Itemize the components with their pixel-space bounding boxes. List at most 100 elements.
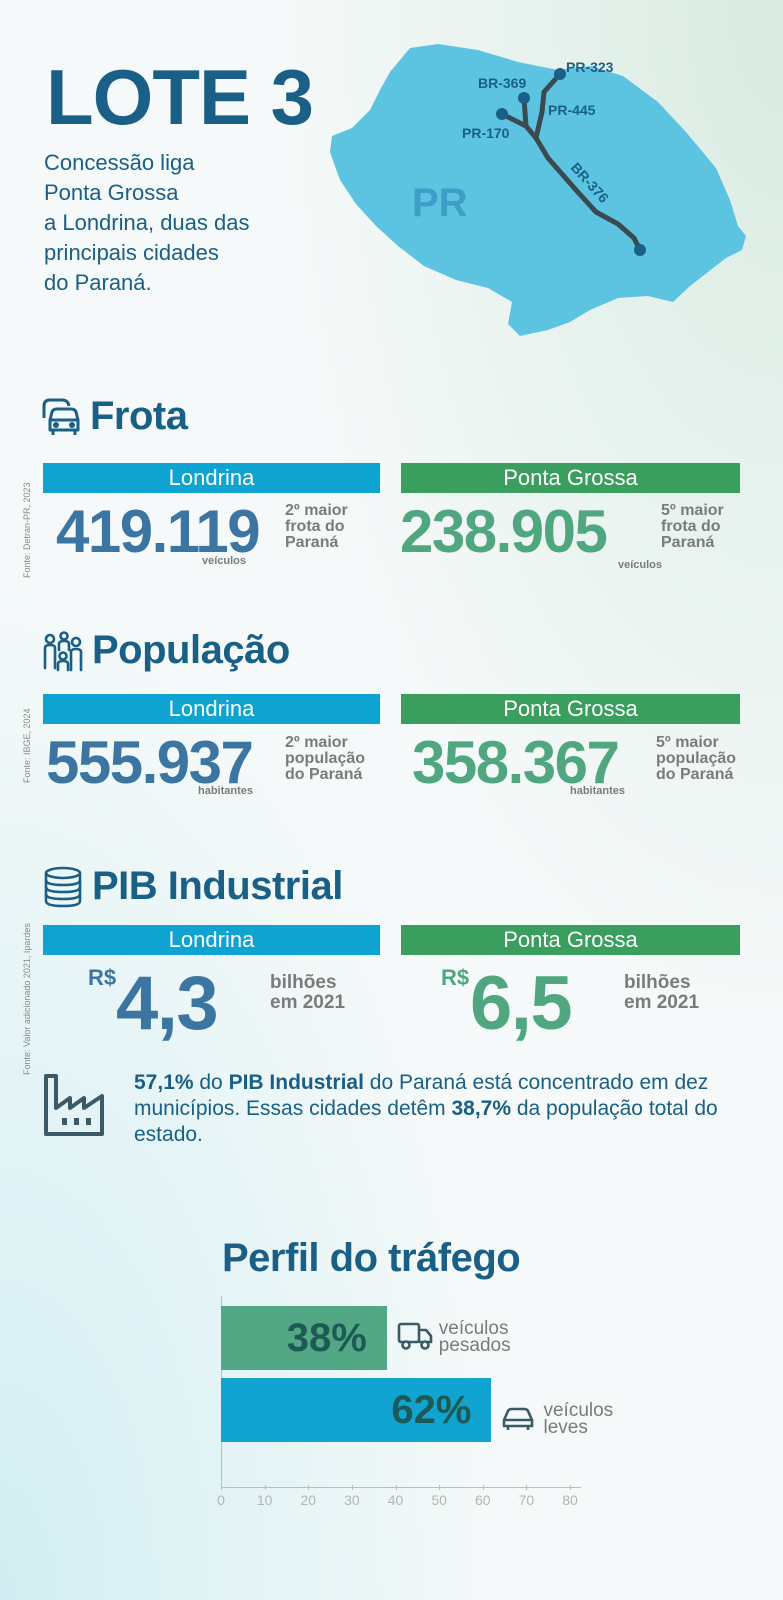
- pib-pg-unit: bilhões em 2021: [624, 973, 699, 1013]
- node-pr-323: [554, 68, 566, 80]
- rank-line: frota do: [661, 518, 721, 535]
- legend-line: veículos: [438, 1318, 509, 1339]
- intro-line: do Paraná.: [44, 270, 152, 295]
- road-br-376: [533, 135, 643, 253]
- frota-header: Frota: [40, 394, 188, 439]
- rank-line: 5º maior: [661, 502, 724, 519]
- pib-header: PIB Industrial: [42, 864, 343, 909]
- x-tick-mark: [439, 1485, 441, 1490]
- x-tick-label: 0: [217, 1492, 225, 1508]
- pib-pg-currency: R$: [441, 965, 470, 990]
- chart-x-axis: [221, 1487, 581, 1488]
- chart-y-axis: [221, 1296, 222, 1488]
- populacao-londrina-value: 555.937: [46, 729, 254, 796]
- parana-state-shape: [330, 44, 746, 336]
- unit-line: bilhões: [624, 972, 691, 993]
- rank-line: do Paraná: [285, 766, 363, 783]
- people-icon: [42, 630, 84, 672]
- state-label: PR: [412, 181, 468, 225]
- legend-line: leves: [543, 1417, 588, 1438]
- bar-light-label: 62%: [391, 1388, 472, 1432]
- traffic-title: Perfil do tráfego: [222, 1236, 521, 1280]
- populacao-header: População: [42, 628, 290, 673]
- note-text: do Paraná está concentrado em dez municí…: [134, 1071, 709, 1120]
- frota-pg-value: 238.905: [400, 498, 608, 565]
- intro-text: Concessão liga Ponta Grossa a Londrina, …: [44, 148, 314, 298]
- road-label: BR-369: [478, 75, 526, 91]
- note-highlight: PIB Industrial: [228, 1071, 364, 1094]
- x-tick-mark: [570, 1485, 571, 1490]
- pib-note: 57,1% do PIB Industrial do Paraná está c…: [134, 1070, 754, 1148]
- frota-title: Frota: [90, 394, 188, 438]
- intro-line: Concessão liga: [44, 150, 195, 175]
- node-br-376: [634, 244, 646, 256]
- x-tick-mark: [482, 1485, 484, 1490]
- x-tick-label: 70: [518, 1492, 535, 1508]
- populacao-title: População: [92, 628, 290, 672]
- pib-londrina-currency: R$: [88, 965, 117, 990]
- populacao-londrina-label: Londrina: [43, 694, 380, 724]
- page-title: LOTE 3: [46, 53, 314, 141]
- populacao-source: Fonte: IBGE, 2024: [22, 708, 32, 783]
- intro-line: principais cidades: [44, 240, 219, 265]
- populacao-pg-unit: habitantes: [570, 785, 626, 797]
- x-tick-label: 30: [344, 1492, 360, 1508]
- rank-line: do Paraná: [656, 766, 734, 783]
- road-pr-445: [533, 71, 563, 141]
- note-highlight: 38,7%: [451, 1097, 512, 1120]
- rank-line: Paraná: [661, 534, 715, 551]
- populacao-pg-label: Ponta Grossa: [401, 694, 740, 724]
- bar-light-vehicles: [221, 1378, 492, 1442]
- node-br-369: [518, 92, 530, 104]
- rank-line: população: [656, 750, 737, 767]
- note-highlight: 57,1%: [134, 1071, 194, 1094]
- x-tick-mark: [264, 1485, 266, 1490]
- x-tick-label: 10: [256, 1492, 273, 1508]
- x-tick-label: 60: [474, 1492, 491, 1508]
- road-label: PR-170: [462, 125, 510, 141]
- x-tick-mark: [395, 1485, 397, 1490]
- road-label: PR-323: [566, 59, 614, 75]
- populacao-londrina-rank: 2º maior população do Paraná: [285, 735, 365, 783]
- rank-line: Paraná: [285, 534, 339, 551]
- rank-line: 2º maior: [285, 734, 348, 751]
- legend-line: veículos: [543, 1400, 614, 1421]
- pib-pg-value: 6,5: [470, 961, 573, 1046]
- x-tick-mark: [221, 1485, 222, 1490]
- x-tick-label: 20: [300, 1492, 317, 1508]
- coins-icon: [42, 866, 84, 908]
- rank-line: 2º maior: [285, 502, 348, 519]
- factory-icon: [42, 1072, 106, 1138]
- intro-line: a Londrina, duas das: [44, 210, 250, 235]
- cars-icon: [40, 396, 82, 438]
- frota-londrina-rank: 2º maior frota do Paraná: [285, 503, 348, 551]
- road-label: PR-445: [548, 102, 596, 118]
- pib-londrina-unit: bilhões em 2021: [270, 973, 345, 1013]
- pib-londrina-label: Londrina: [43, 925, 380, 955]
- populacao-londrina-unit: habitantes: [198, 785, 254, 797]
- x-tick-mark: [351, 1485, 353, 1490]
- legend-heavy: veículos pesados: [438, 1318, 511, 1356]
- pib-source: Fonte: Valor adicionado 2021, Ipardes: [22, 923, 32, 1075]
- frota-londrina-value: 419.119: [56, 498, 261, 565]
- parana-map: PR PR-323 BR-369 PR-445 PR-170 BR-376: [330, 44, 746, 336]
- intro-line: Ponta Grossa: [44, 180, 179, 205]
- pib-londrina-value: 4,3: [116, 961, 219, 1046]
- legend-line: pesados: [438, 1335, 511, 1356]
- frota-source: Fonte: Detran-PR, 2023: [22, 482, 32, 578]
- x-tick-label: 50: [431, 1492, 447, 1508]
- frota-pg-label: Ponta Grossa: [401, 463, 740, 493]
- populacao-pg-rank: 5º maior população do Paraná: [656, 735, 736, 783]
- pib-pg-label: Ponta Grossa: [401, 925, 740, 955]
- car-icon: [501, 1406, 535, 1432]
- note-text: da população total do estado.: [134, 1097, 718, 1146]
- bar-heavy-label: 38%: [286, 1316, 367, 1360]
- rank-line: população: [285, 750, 366, 767]
- unit-line: em 2021: [624, 992, 700, 1013]
- x-tick-label: 40: [387, 1492, 404, 1508]
- x-tick-label: 80: [562, 1492, 578, 1508]
- frota-pg-unit: veículos: [618, 559, 663, 571]
- populacao-pg-value: 358.367: [412, 729, 620, 796]
- unit-line: em 2021: [270, 992, 346, 1013]
- legend-light: veículos leves: [543, 1400, 614, 1438]
